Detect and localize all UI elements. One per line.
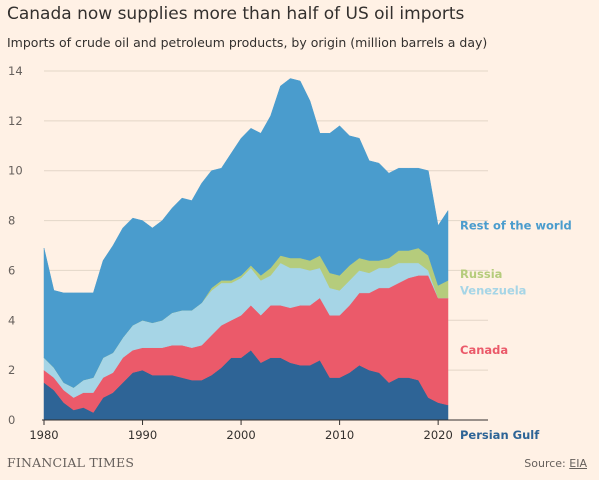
y-tick-label: 14 bbox=[8, 64, 23, 78]
chart-title: Canada now supplies more than half of US… bbox=[7, 4, 465, 24]
chart-subtitle: Imports of crude oil and petroleum produ… bbox=[7, 35, 488, 50]
y-tick-label: 12 bbox=[8, 114, 23, 128]
y-tick-label: 6 bbox=[8, 263, 15, 277]
publisher-logo: FINANCIAL TIMES bbox=[7, 455, 135, 470]
source-link[interactable]: EIA bbox=[569, 457, 587, 470]
y-tick-label: 10 bbox=[8, 164, 23, 178]
series-label-persian-gulf: Persian Gulf bbox=[460, 428, 540, 442]
x-tick-label: 2010 bbox=[325, 428, 354, 442]
x-tick-label: 2020 bbox=[424, 428, 453, 442]
x-tick-label: 2000 bbox=[226, 428, 255, 442]
axes: 0 2 4 6 8 10 12 14 1980 1990 2000 2010 2020 bbox=[8, 64, 488, 442]
series-labels: Persian Gulf Canada Venezuela Russia Rest of… bbox=[460, 219, 572, 442]
series-label-venezuela: Venezuela bbox=[460, 283, 526, 297]
y-tick-label: 8 bbox=[8, 214, 15, 228]
series-label-canada: Canada bbox=[460, 343, 508, 357]
x-tick-label: 1980 bbox=[29, 428, 58, 442]
y-tick-label: 4 bbox=[8, 313, 15, 327]
y-tick-label: 0 bbox=[8, 413, 15, 427]
data-areas bbox=[43, 78, 449, 421]
series-label-rest-of-the-world: Rest of the world bbox=[460, 219, 572, 233]
area-rest-of-the-world bbox=[43, 78, 449, 388]
y-tick-label: 2 bbox=[8, 363, 15, 377]
series-label-russia: Russia bbox=[460, 267, 502, 281]
x-tick-label: 1990 bbox=[128, 428, 157, 442]
source-note: Source: EIA bbox=[524, 457, 587, 470]
source-prefix: Source: bbox=[524, 457, 570, 470]
